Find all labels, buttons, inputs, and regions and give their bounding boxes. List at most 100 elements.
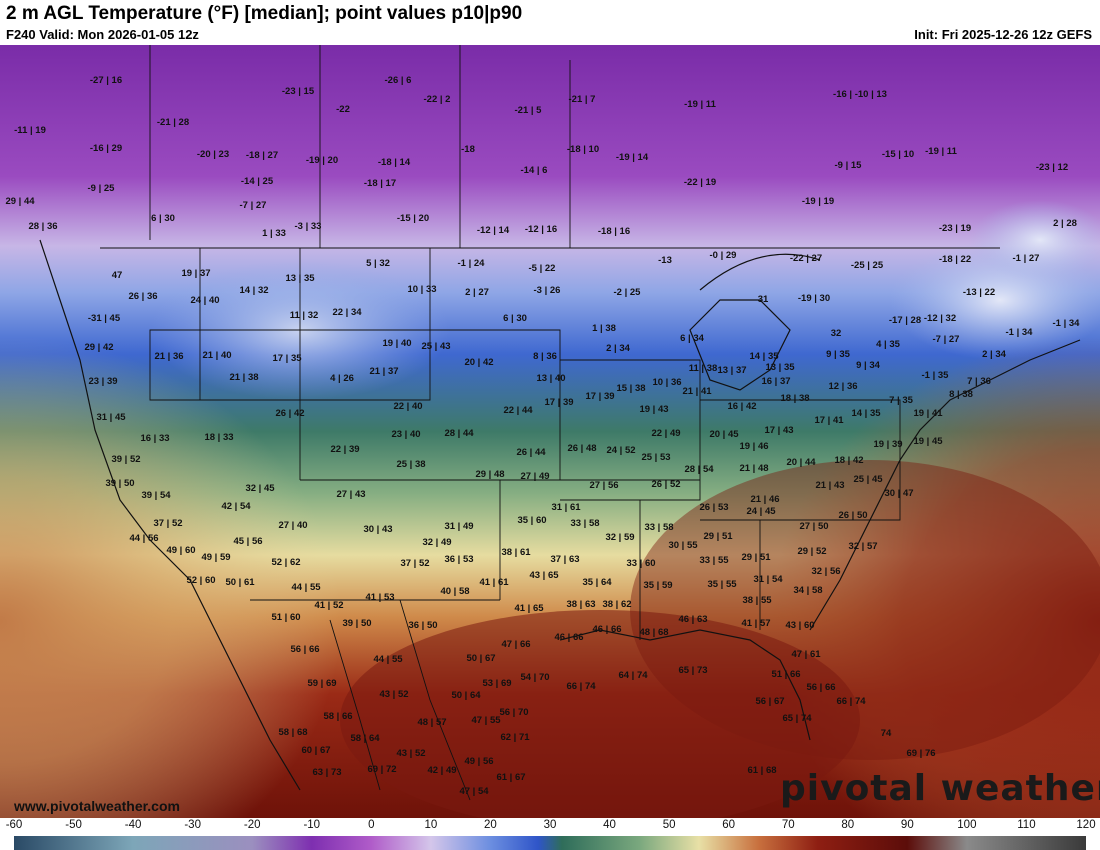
- point-value: -22 | 27: [790, 253, 822, 264]
- point-value: 34 | 58: [793, 585, 822, 596]
- point-value: 19 | 37: [181, 268, 210, 279]
- point-value: 21 | 37: [369, 366, 398, 377]
- point-value: 43 | 52: [379, 689, 408, 700]
- point-value: 59 | 69: [307, 678, 336, 689]
- point-value: 26 | 52: [651, 479, 680, 490]
- point-value: 2 | 28: [1053, 218, 1077, 229]
- point-value: 31 | 45: [96, 412, 126, 423]
- color-scale-tick: 100: [957, 819, 977, 831]
- point-value: 17 | 39: [585, 391, 614, 402]
- point-value: 33 | 58: [644, 522, 673, 533]
- point-value: 1 | 38: [592, 323, 616, 334]
- point-value: 20 | 44: [786, 457, 816, 468]
- point-value: 9 | 35: [826, 349, 851, 360]
- point-value: 48 | 68: [639, 627, 668, 638]
- point-value: 50 | 64: [451, 690, 481, 701]
- point-value: 21 | 48: [739, 463, 768, 474]
- point-value: 25 | 53: [641, 452, 670, 463]
- point-value: 42 | 49: [427, 765, 456, 776]
- point-value: 22 | 44: [503, 405, 533, 416]
- point-value: 27 | 40: [278, 520, 307, 531]
- point-value: -26 | 6: [385, 75, 412, 86]
- point-value: 14 | 35: [851, 408, 881, 419]
- point-value: -19 | 11: [925, 146, 957, 157]
- color-scale-tick: -60: [5, 819, 23, 831]
- point-value: 39 | 50: [342, 618, 371, 629]
- point-value: 24 | 52: [606, 445, 635, 456]
- point-value: 20 | 42: [464, 357, 493, 368]
- point-value: 24 | 40: [190, 295, 219, 306]
- point-value: 66 | 74: [566, 681, 596, 692]
- point-value: 14 | 35: [749, 351, 779, 362]
- point-value: 31 | 61: [551, 502, 581, 513]
- point-value: 39 | 50: [105, 478, 134, 489]
- point-value: -23 | 12: [1036, 162, 1068, 173]
- point-value: -18 | 14: [378, 157, 411, 168]
- point-value: 17 | 41: [814, 415, 844, 426]
- point-value: 21 | 46: [750, 494, 779, 505]
- point-value: 41 | 53: [365, 592, 394, 603]
- point-value: 11 | 38: [689, 363, 718, 374]
- point-value: 29 | 51: [703, 531, 733, 542]
- point-value: 26 | 50: [838, 510, 867, 521]
- point-value: -11 | 19: [14, 125, 46, 136]
- point-value: 17 | 43: [764, 425, 793, 436]
- point-value: 33 | 60: [626, 558, 655, 569]
- point-value: 21 | 41: [682, 386, 712, 397]
- point-value: 38 | 55: [742, 595, 772, 606]
- point-value: 22 | 40: [393, 401, 422, 412]
- point-value: 19 | 46: [739, 441, 768, 452]
- point-value: 41 | 57: [741, 618, 770, 629]
- point-value: 11 | 32: [290, 310, 319, 321]
- point-value: 47 | 55: [471, 715, 501, 726]
- point-value: -9 | 25: [88, 183, 116, 194]
- color-scale-tick: 40: [603, 819, 616, 831]
- point-value: 26 | 36: [128, 291, 157, 302]
- point-value: -1 | 34: [1006, 327, 1034, 338]
- point-value: 37 | 52: [153, 518, 182, 529]
- point-value: 38 | 62: [602, 599, 631, 610]
- coastlines: [39, 239, 1081, 791]
- point-value: 44 | 55: [291, 582, 321, 593]
- point-value: -21 | 7: [569, 94, 596, 105]
- color-scale-tick: 30: [543, 819, 557, 831]
- temperature-map: -27 | 16 -23 | 15 -26 | 6 -22 | 2 -21 | 7 -19…: [0, 45, 1100, 818]
- point-value: 49 | 60: [166, 545, 195, 556]
- point-value: 53 | 69: [482, 678, 511, 689]
- point-value: -18: [461, 144, 475, 155]
- point-value: 49 | 56: [464, 756, 493, 767]
- point-value: 21 | 38: [229, 372, 258, 383]
- point-value: 38 | 61: [501, 547, 531, 558]
- point-value: 17 | 39: [544, 397, 573, 408]
- point-value: 50 | 61: [225, 577, 255, 588]
- point-value: 32 | 49: [422, 537, 451, 548]
- point-value: 43 | 60: [785, 620, 814, 631]
- point-value: -25 | 25: [851, 260, 884, 271]
- point-value: -12 | 14: [477, 225, 510, 236]
- point-value: -31 | 45: [88, 313, 121, 324]
- point-value: -21 | 28: [157, 117, 189, 128]
- point-value: 16 | 33: [140, 433, 169, 444]
- point-value: 58 | 66: [323, 711, 352, 722]
- site-url[interactable]: www.pivotalweather.com: [14, 798, 180, 814]
- point-value: 29 | 42: [84, 342, 113, 353]
- point-value: -1 | 24: [458, 258, 486, 269]
- point-value: -13 | 22: [963, 287, 995, 298]
- point-value: -23 | 15: [282, 86, 315, 97]
- point-value: 36 | 50: [408, 620, 437, 631]
- point-value: -1 | 35: [922, 370, 950, 381]
- point-value: 42 | 54: [221, 501, 251, 512]
- color-scale-tick: 50: [662, 819, 676, 831]
- point-value: 29 | 44: [5, 196, 35, 207]
- point-value: 13 | 35: [765, 362, 795, 373]
- point-value: 30 | 55: [668, 540, 698, 551]
- point-value: -19 | 11: [684, 99, 716, 110]
- point-value: 4 | 35: [876, 339, 901, 350]
- point-value: 27 | 49: [520, 471, 549, 482]
- point-value: 41 | 52: [314, 600, 343, 611]
- point-value: -7 | 27: [240, 200, 267, 211]
- point-value: -13: [658, 255, 672, 266]
- point-value: 56 | 66: [290, 644, 319, 655]
- point-value: 29 | 51: [741, 552, 771, 563]
- color-scale-tick: 90: [900, 819, 914, 831]
